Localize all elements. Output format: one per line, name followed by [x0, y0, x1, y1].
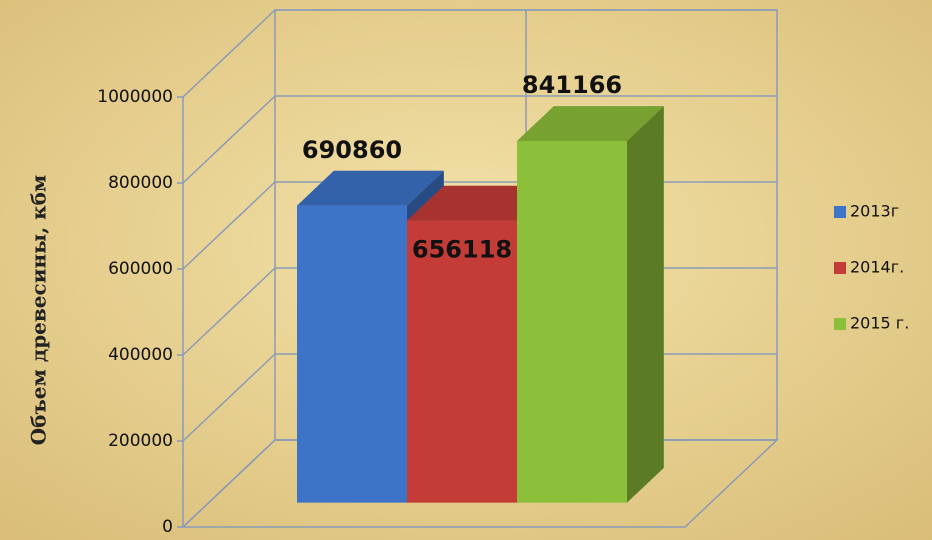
y-tick-label: 1000000 [97, 87, 173, 107]
legend-swatch [834, 262, 846, 274]
legend-label: 2015 г. [850, 314, 909, 333]
bar-side-shade [627, 106, 664, 503]
y-tick-label: 600000 [108, 259, 173, 279]
grid-line [182, 353, 276, 442]
grid-line [182, 95, 276, 184]
legend-label: 2014г. [850, 258, 904, 277]
bar [297, 205, 407, 503]
bar-top-shade [517, 106, 664, 141]
y-tick-label: 0 [162, 517, 173, 537]
legend-swatch [834, 318, 846, 330]
grid-line [182, 267, 276, 356]
bar [517, 140, 627, 503]
bar [407, 220, 517, 503]
grid-line [182, 181, 276, 270]
legend-swatch [834, 206, 846, 218]
grid-line [182, 439, 276, 528]
y-tick-label: 200000 [108, 431, 173, 451]
y-tick-label: 400000 [108, 345, 173, 365]
bar-top [297, 170, 444, 206]
bar-top [517, 106, 664, 141]
y-tick-label: 800000 [108, 173, 173, 193]
data-label: 690860 [302, 136, 402, 164]
legend-label: 2013г [850, 202, 899, 221]
data-label: 841166 [522, 71, 622, 99]
bar-top-shade [297, 170, 444, 206]
y-axis-label: Объем древесины, кбм [27, 175, 51, 446]
grid-line [182, 9, 276, 98]
bar-side [627, 106, 664, 503]
data-label: 656118 [412, 236, 512, 264]
